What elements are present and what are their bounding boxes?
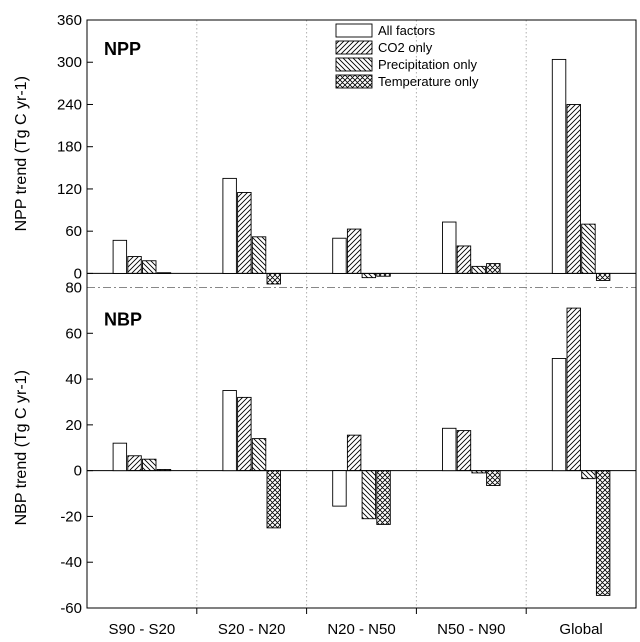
y-axis-title: NBP trend (Tg C yr-1) bbox=[13, 370, 30, 525]
y-tick-label: -60 bbox=[60, 600, 82, 617]
panel-nbp: -60 -40 -20 0 20 40 60 80 NBP trend (Tg C yr-1) N… bbox=[13, 280, 636, 617]
bar-temperature-only bbox=[595, 470, 611, 596]
bar-precipitation-only bbox=[471, 265, 486, 274]
bar-temperature-only bbox=[266, 272, 281, 285]
bar-precipitation-only bbox=[251, 438, 267, 472]
bar-all-factors bbox=[551, 58, 567, 274]
bar-co2-only bbox=[237, 192, 252, 274]
bar-precipitation-only bbox=[361, 470, 377, 520]
bar-temperature-only bbox=[156, 272, 172, 274]
legend-swatch bbox=[335, 23, 373, 38]
bar-temperature-only bbox=[376, 470, 391, 525]
y-tick-label: 360 bbox=[57, 12, 82, 29]
bar-co2-only bbox=[346, 228, 362, 274]
bar-co2-only bbox=[346, 434, 362, 472]
bar-co2-only bbox=[237, 396, 252, 472]
legend-label: Precipitation only bbox=[378, 57, 477, 72]
bar-all-factors bbox=[442, 427, 457, 472]
bar-co2-only bbox=[456, 430, 472, 472]
bar-co2-only bbox=[566, 104, 581, 274]
bar-temperature-only bbox=[486, 263, 501, 274]
bar-precipitation-only bbox=[581, 223, 596, 274]
bar-precipitation-only bbox=[251, 236, 267, 274]
y-tick-label: 20 bbox=[65, 417, 82, 434]
bar-precipitation-only bbox=[581, 470, 596, 480]
bar-all-factors bbox=[332, 470, 347, 507]
x-category-label: N50 - N90 bbox=[437, 621, 505, 638]
plot-frame bbox=[86, 19, 637, 609]
y-tick-label: 240 bbox=[57, 96, 82, 113]
x-category-label: S90 - S20 bbox=[109, 621, 176, 638]
bar-co2-only bbox=[566, 307, 581, 472]
bar-all-factors bbox=[332, 237, 347, 274]
bar-all-factors bbox=[551, 358, 567, 472]
bar-temperature-only bbox=[156, 469, 172, 472]
y-tick-label: 0 bbox=[74, 463, 82, 480]
x-category-label: S20 - N20 bbox=[218, 621, 286, 638]
legend-label: CO2 only bbox=[378, 40, 433, 55]
y-tick-label: 120 bbox=[57, 181, 82, 198]
bar-temperature-only bbox=[376, 272, 391, 277]
legend-label: All factors bbox=[378, 23, 436, 38]
y-tick-label: 80 bbox=[65, 280, 82, 297]
y-tick-label: 60 bbox=[65, 325, 82, 342]
bar-all-factors bbox=[222, 390, 237, 472]
panel-npp: 0 60 120 180 240 300 360 NPP trend (Tg C yr-1) N… bbox=[13, 12, 636, 285]
bar-temperature-only bbox=[266, 470, 281, 529]
bar-precipitation-only bbox=[361, 272, 377, 279]
legend-label: Temperature only bbox=[378, 74, 479, 89]
x-category-label: Global bbox=[559, 621, 602, 638]
bar-precipitation-only bbox=[142, 260, 157, 274]
bar-co2-only bbox=[127, 256, 142, 274]
y-tick-label: 300 bbox=[57, 54, 82, 71]
legend-swatch bbox=[335, 57, 373, 72]
bar-co2-only bbox=[127, 455, 142, 472]
bar-all-factors bbox=[442, 221, 457, 274]
legend-swatch bbox=[335, 40, 373, 55]
chart-root: 0 60 120 180 240 300 360 NPP trend (Tg C yr-1) N… bbox=[13, 12, 637, 638]
legend-swatch bbox=[335, 74, 373, 89]
bar-all-factors bbox=[112, 239, 128, 274]
legend: All factors CO2 only Precipitation only Tem… bbox=[335, 23, 479, 89]
y-tick-label: 60 bbox=[65, 223, 82, 240]
y-tick-label: 180 bbox=[57, 139, 82, 156]
y-tick-label: 40 bbox=[65, 371, 82, 388]
bar-co2-only bbox=[456, 245, 472, 274]
panel-title: NPP bbox=[104, 39, 141, 59]
panel-title: NBP bbox=[104, 310, 142, 330]
y-tick-label: -20 bbox=[60, 508, 82, 525]
x-category-label: N20 - N50 bbox=[327, 621, 395, 638]
bar-all-factors bbox=[222, 177, 237, 274]
bar-precipitation-only bbox=[471, 470, 486, 474]
y-tick-label: -40 bbox=[60, 554, 82, 571]
y-tick-label: 0 bbox=[74, 265, 82, 282]
bar-temperature-only bbox=[486, 470, 501, 486]
bar-all-factors bbox=[112, 442, 128, 472]
bar-temperature-only bbox=[595, 272, 611, 281]
bar-precipitation-only bbox=[142, 458, 157, 472]
y-axis-title: NPP trend (Tg C yr-1) bbox=[13, 76, 30, 231]
